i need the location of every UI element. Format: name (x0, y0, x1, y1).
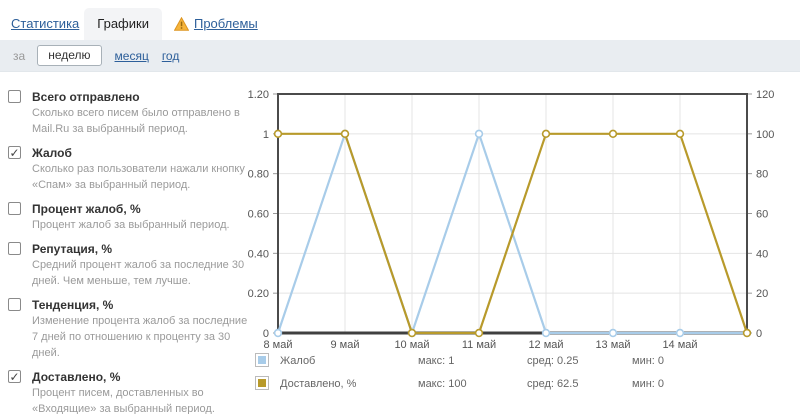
svg-text:8 май: 8 май (264, 339, 293, 350)
svg-text:0: 0 (756, 328, 762, 340)
metric-description: Изменение процента жалоб за последние 7 … (32, 315, 248, 359)
period-week-button[interactable]: неделю (37, 45, 102, 66)
metric-description: Сколько всего писем было отправлено в Ma… (32, 107, 240, 135)
chart-area: 0 0 20 0.20 40 0.40 60 0.60 80 0.80 100 1 120 1.20 8 м… (240, 86, 796, 351)
svg-text:0.60: 0.60 (248, 209, 269, 221)
svg-text:0: 0 (263, 328, 269, 340)
svg-text:0.40: 0.40 (248, 248, 269, 260)
period-label: за (13, 48, 26, 63)
metric-item: Процент жалоб, % Процент жалоб за выбранн… (8, 201, 252, 233)
svg-text:9 май: 9 май (331, 339, 360, 350)
legend-row: Доставлено, % макс: 100 сред: 62.5 мин: 0 (240, 373, 796, 396)
metric-label: Доставлено, % (32, 370, 121, 384)
legend-min: мин: 0 (632, 378, 665, 390)
metric-label: Репутация, % (32, 242, 113, 256)
legend-avg: сред: 0.25 (527, 355, 579, 367)
metric-description: Процент жалоб за выбранный период. (32, 219, 230, 231)
metric-description: Процент писем, доставленных во «Входящие… (32, 387, 215, 414)
metric-item: Всего отправлено Сколько всего писем было… (8, 89, 252, 137)
svg-text:20: 20 (756, 288, 768, 300)
period-selector: за неделю месяц год (0, 40, 800, 72)
svg-text:0.80: 0.80 (248, 169, 269, 181)
svg-text:0.20: 0.20 (248, 288, 269, 300)
metric-description: Средний процент жалоб за последние 30 дн… (32, 259, 245, 287)
metric-description: Сколько раз пользователи нажали кнопку «… (32, 163, 245, 191)
metric-label: Процент жалоб, % (32, 202, 141, 216)
legend-avg: сред: 62.5 (527, 378, 579, 390)
tab-statistics[interactable]: Статистика (11, 16, 80, 31)
period-year-link[interactable]: год (161, 48, 180, 63)
warning-icon (173, 16, 190, 31)
svg-text:80: 80 (756, 169, 768, 181)
metric-item: Репутация, % Средний процент жалоб за пос… (8, 241, 252, 289)
legend-max: макс: 100 (418, 378, 467, 390)
legend-series-name: Доставлено, % (280, 378, 357, 390)
svg-text:100: 100 (756, 129, 774, 141)
svg-text:60: 60 (756, 209, 768, 221)
period-month-link[interactable]: месяц (114, 48, 149, 63)
metric-label: Всего отправлено (32, 90, 140, 104)
metric-checkbox[interactable]: ✓ (8, 370, 21, 384)
svg-text:11 май: 11 май (462, 339, 496, 350)
content: Всего отправлено Сколько всего писем было… (0, 72, 800, 414)
svg-text:10 май: 10 май (394, 339, 429, 350)
legend-max: макс: 1 (418, 355, 455, 367)
metric-item: Тенденция, % Изменение процента жалоб за … (8, 297, 252, 361)
legend-series-name: Жалоб (280, 355, 316, 367)
legend-swatch (255, 353, 269, 367)
metric-checkbox[interactable]: ✓ (8, 146, 21, 160)
legend-swatch (255, 376, 269, 390)
metric-label: Жалоб (32, 146, 72, 160)
metric-checkbox[interactable] (8, 298, 21, 311)
metric-checkbox[interactable] (8, 202, 21, 215)
metric-checkbox[interactable] (8, 90, 21, 103)
tab-problems[interactable]: Проблемы (173, 16, 258, 31)
svg-text:14 май: 14 май (662, 339, 697, 350)
metric-checkbox[interactable] (8, 242, 21, 255)
tabs-bar: Статистика Графики Проблемы (0, 0, 800, 40)
metric-label: Тенденция, % (32, 298, 114, 312)
svg-text:40: 40 (756, 248, 768, 260)
tab-problems-label: Проблемы (193, 16, 258, 31)
chart-legend: Жалоб макс: 1 сред: 0.25 мин: 0 Доставлено, … (240, 350, 796, 396)
legend-row: Жалоб макс: 1 сред: 0.25 мин: 0 (240, 350, 796, 373)
metric-item: ✓ Доставлено, % Процент писем, доставленны… (8, 369, 252, 414)
svg-text:1.20: 1.20 (248, 89, 269, 101)
tab-charts[interactable]: Графики (84, 8, 162, 40)
svg-text:12 май: 12 май (528, 339, 563, 350)
svg-text:120: 120 (756, 89, 774, 101)
metric-item: ✓ Жалоб Сколько раз пользователи нажали кн… (8, 145, 252, 193)
legend-min: мин: 0 (632, 355, 665, 367)
line-chart: 0 0 20 0.20 40 0.40 60 0.60 80 0.80 100 1 120 1.20 8 м… (248, 89, 775, 351)
svg-text:1: 1 (263, 129, 269, 141)
metrics-list: Всего отправлено Сколько всего писем было… (8, 89, 247, 414)
svg-text:13 май: 13 май (595, 339, 630, 350)
